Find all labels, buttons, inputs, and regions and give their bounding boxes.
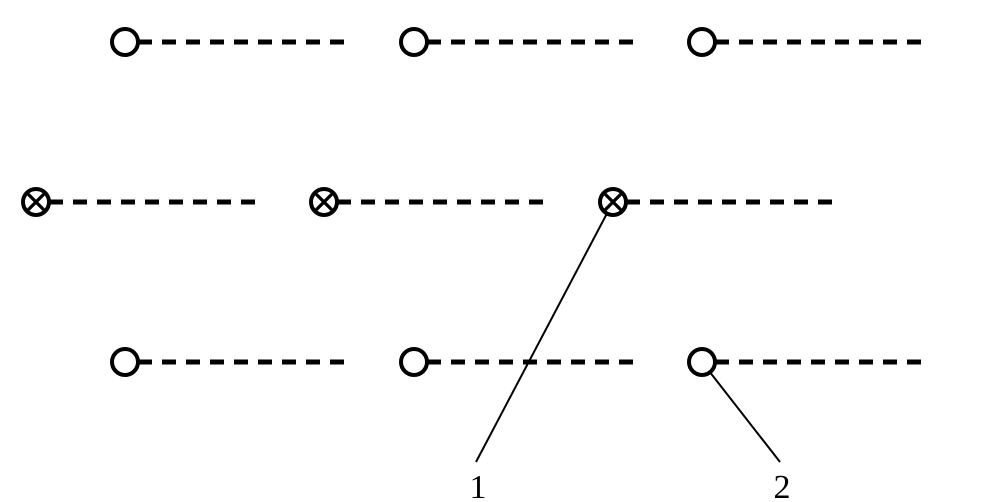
diagram-canvas: 12 — [0, 0, 1000, 502]
node-open — [401, 29, 640, 55]
node-open — [112, 349, 350, 375]
node-open — [689, 349, 928, 375]
leader-label: 2 — [774, 469, 791, 502]
node-circle — [112, 349, 138, 375]
leader-line — [476, 214, 607, 462]
node-cross — [23, 189, 260, 215]
node-circle — [401, 349, 427, 375]
node-cross — [311, 189, 549, 215]
node-circle — [689, 29, 715, 55]
node-open — [112, 29, 350, 55]
node-circle — [689, 349, 715, 375]
node-circle — [401, 29, 427, 55]
node-open — [689, 29, 928, 55]
node-open — [401, 349, 640, 375]
leader-label: 1 — [470, 469, 487, 502]
node-circle — [112, 29, 138, 55]
node-cross — [600, 189, 838, 215]
leader-line — [710, 372, 780, 462]
